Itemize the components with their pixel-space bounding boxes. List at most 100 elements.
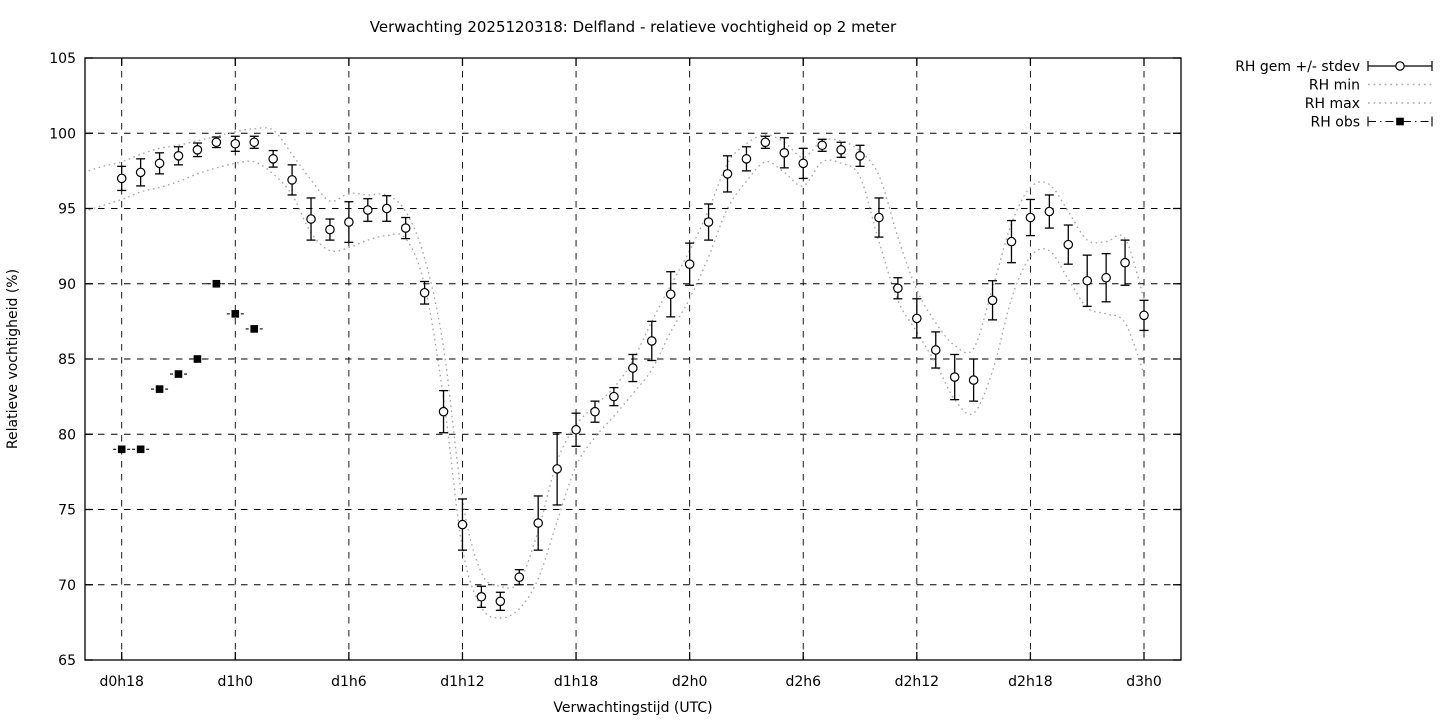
- mean-point: [552, 464, 562, 474]
- mean-point: [249, 137, 260, 148]
- mean-point: [893, 283, 903, 294]
- mean-point: [1006, 236, 1017, 247]
- x-axis-label: Verwachtingstijd (UTC): [553, 700, 712, 716]
- legend-item-rh-obs: RH obs: [1311, 115, 1433, 131]
- legend-label-rh-max: RH max: [1305, 96, 1360, 112]
- mean-point: [1120, 257, 1130, 268]
- mean-point: [646, 336, 657, 346]
- mean-point: [287, 175, 297, 185]
- mean-point: [855, 151, 865, 161]
- mean-point: [438, 406, 449, 417]
- mean-point: [154, 158, 165, 169]
- obs-point: [250, 325, 259, 333]
- mean-point: [1044, 206, 1055, 217]
- errorbar-circle-icon: [1367, 61, 1433, 71]
- obs-point: [174, 370, 183, 378]
- legend-label-rh-min: RH min: [1309, 78, 1360, 94]
- mean-point: [306, 214, 316, 224]
- series-rh-gem: [116, 135, 1149, 611]
- mean-point: [930, 345, 941, 355]
- mean-point: [230, 138, 241, 149]
- legend-item-rh-gem: RH gem +/- stdev: [1235, 59, 1433, 75]
- mean-point: [1063, 239, 1074, 250]
- x-tick-label: d2h0: [672, 674, 708, 690]
- mean-point: [1139, 310, 1149, 321]
- y-tick-label: 100: [49, 126, 76, 142]
- mean-point: [590, 406, 600, 417]
- mean-point: [628, 363, 638, 373]
- mean-point: [192, 145, 203, 155]
- series-rh-obs: [113, 279, 263, 454]
- axes: 65 70 75 80 85 90 95 100 105 d0h18 d1h0 d1h6 d1h12 d1…: [49, 51, 1182, 690]
- mean-point: [476, 591, 487, 602]
- mean-point: [344, 217, 354, 227]
- obs-point: [136, 445, 145, 454]
- y-tick-label: 105: [49, 51, 76, 67]
- mean-point: [817, 140, 827, 151]
- mean-point: [684, 259, 695, 269]
- chart-title: Verwachting 2025120318: Delfland - relat…: [370, 18, 897, 36]
- y-tick-label: 90: [58, 277, 76, 293]
- mean-point: [798, 158, 809, 169]
- mean-point: [211, 137, 222, 148]
- mean-point: [457, 519, 468, 530]
- legend-item-rh-min: RH min: [1309, 78, 1432, 94]
- y-tick-label: 65: [58, 653, 76, 669]
- mean-point: [268, 154, 278, 164]
- mean-point: [722, 169, 733, 179]
- mean-point: [703, 217, 714, 227]
- mean-point: [741, 154, 752, 164]
- mean-point: [514, 572, 525, 583]
- obs-point: [117, 445, 126, 454]
- legend: RH gem +/- stdev RH min RH max: [1235, 59, 1433, 131]
- mean-point: [949, 372, 960, 382]
- plot-area: 65 70 75 80 85 90 95 100 105 d0h18 d1h0 d1h6 d1h12 d1…: [49, 51, 1182, 690]
- mean-point: [381, 203, 392, 214]
- x-tick-label: d1h18: [554, 674, 598, 690]
- legend-label-rh-gem: RH gem +/- stdev: [1235, 59, 1360, 75]
- mean-point: [419, 287, 430, 298]
- mean-point: [779, 148, 790, 158]
- x-tick-label: d2h6: [785, 674, 821, 690]
- mean-point: [665, 289, 676, 300]
- x-tick-label: d3h0: [1126, 674, 1162, 690]
- envelope-curve: [85, 159, 1145, 619]
- x-tick-label: d1h12: [440, 674, 484, 690]
- mean-point: [609, 391, 619, 402]
- mean-point: [968, 375, 979, 385]
- mean-point: [1082, 275, 1093, 286]
- obs-point: [212, 279, 221, 288]
- x-tick-label: d1h0: [217, 674, 253, 690]
- y-tick-label: 70: [58, 578, 76, 594]
- envelope-curve: [85, 127, 1145, 589]
- mean-point: [363, 205, 373, 215]
- obs-point: [155, 385, 164, 393]
- mean-point: [495, 596, 506, 607]
- mean-point: [325, 224, 335, 235]
- mean-point: [533, 518, 543, 528]
- grid: [85, 58, 1181, 660]
- x-tick-label: d0h18: [99, 674, 143, 690]
- legend-item-rh-max: RH max: [1305, 96, 1432, 112]
- y-tick-label: 75: [58, 503, 76, 519]
- obs-point: [193, 355, 202, 363]
- mean-point: [987, 295, 998, 306]
- dashdot-square-icon: [1367, 116, 1433, 127]
- x-tick-label: d2h12: [895, 674, 939, 690]
- mean-point: [135, 167, 146, 178]
- mean-point: [760, 137, 771, 148]
- x-tick-label: d2h18: [1008, 674, 1052, 690]
- mean-point: [400, 223, 411, 233]
- mean-point: [1101, 272, 1111, 283]
- mean-point: [116, 173, 127, 184]
- y-tick-label: 85: [58, 352, 76, 368]
- obs-point: [231, 310, 240, 318]
- y-tick-label: 95: [58, 202, 76, 218]
- mean-point: [874, 212, 884, 223]
- y-tick-label: 80: [58, 427, 76, 443]
- mean-point: [912, 313, 922, 324]
- x-tick-label: d1h6: [331, 674, 367, 690]
- mean-point: [173, 151, 184, 161]
